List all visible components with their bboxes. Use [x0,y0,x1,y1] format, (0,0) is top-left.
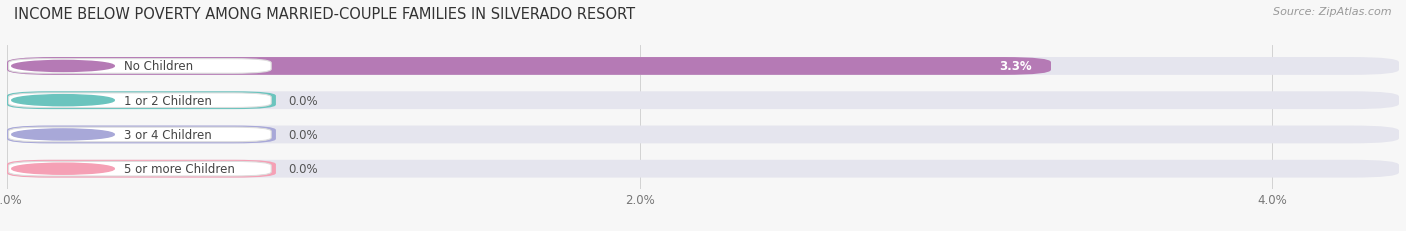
Text: 3.3%: 3.3% [1000,60,1032,73]
FancyBboxPatch shape [7,58,1050,76]
FancyBboxPatch shape [7,126,1399,144]
FancyBboxPatch shape [7,160,276,178]
Circle shape [11,129,114,140]
Text: 1 or 2 Children: 1 or 2 Children [124,94,212,107]
FancyBboxPatch shape [7,160,1399,178]
FancyBboxPatch shape [7,58,1399,76]
FancyBboxPatch shape [7,92,276,110]
Text: No Children: No Children [124,60,193,73]
FancyBboxPatch shape [8,94,271,108]
FancyBboxPatch shape [7,92,1399,110]
FancyBboxPatch shape [8,59,271,74]
FancyBboxPatch shape [8,128,271,142]
Text: INCOME BELOW POVERTY AMONG MARRIED-COUPLE FAMILIES IN SILVERADO RESORT: INCOME BELOW POVERTY AMONG MARRIED-COUPL… [14,7,636,22]
Text: Source: ZipAtlas.com: Source: ZipAtlas.com [1274,7,1392,17]
Text: 3 or 4 Children: 3 or 4 Children [124,128,211,141]
Text: 0.0%: 0.0% [288,94,318,107]
FancyBboxPatch shape [7,126,276,144]
Circle shape [11,164,114,174]
Text: 5 or more Children: 5 or more Children [124,162,235,175]
Circle shape [11,95,114,106]
Text: 0.0%: 0.0% [288,128,318,141]
FancyBboxPatch shape [8,162,271,176]
Text: 0.0%: 0.0% [288,162,318,175]
Circle shape [11,61,114,72]
